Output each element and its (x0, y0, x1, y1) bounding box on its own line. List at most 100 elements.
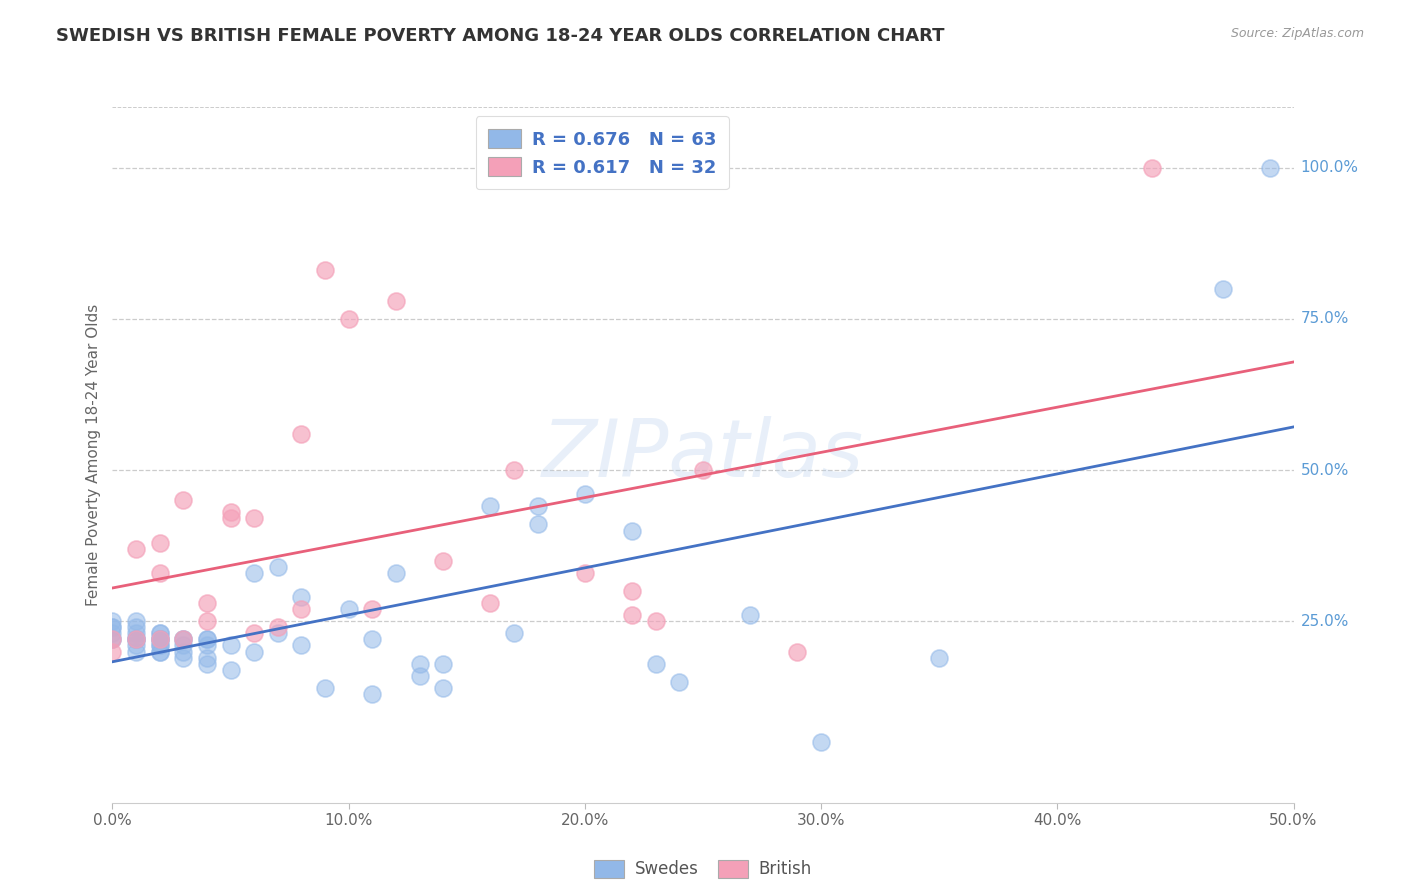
Point (101, 615, 124, 629)
Point (101, 620, 124, 634)
Point (621, 524, 644, 538)
Point (101, 644, 124, 658)
Point (125, 644, 148, 658)
Point (267, 559, 290, 574)
Point (408, 657, 430, 671)
Point (195, 632, 218, 647)
Point (243, 644, 266, 658)
Text: 50.0%: 50.0% (1301, 463, 1348, 477)
Point (101, 626, 124, 640)
Point (219, 511, 242, 525)
Point (195, 639, 218, 653)
Point (125, 541, 148, 556)
Point (149, 632, 172, 647)
Point (172, 632, 194, 647)
Point (125, 632, 148, 647)
Text: ZIPatlas: ZIPatlas (541, 416, 865, 494)
Point (314, 681, 336, 695)
Point (267, 626, 290, 640)
Point (172, 632, 194, 647)
Point (290, 639, 312, 653)
Text: Source: ZipAtlas.com: Source: ZipAtlas.com (1230, 27, 1364, 40)
Point (361, 687, 384, 701)
Point (314, 263, 336, 277)
Point (195, 615, 218, 629)
Point (149, 639, 172, 653)
Point (195, 657, 218, 671)
Point (243, 511, 266, 525)
Point (432, 681, 454, 695)
Point (125, 615, 148, 629)
Text: SWEDISH VS BRITISH FEMALE POVERTY AMONG 18-24 YEAR OLDS CORRELATION CHART: SWEDISH VS BRITISH FEMALE POVERTY AMONG … (56, 27, 945, 45)
Point (195, 632, 218, 647)
Text: 25.0%: 25.0% (1301, 614, 1348, 629)
Point (786, 644, 808, 658)
Point (172, 632, 194, 647)
Point (149, 626, 172, 640)
Point (503, 626, 526, 640)
Point (526, 517, 548, 532)
Point (290, 602, 312, 616)
Point (101, 620, 124, 634)
Point (219, 639, 242, 653)
Point (125, 632, 148, 647)
Point (479, 596, 502, 610)
Point (503, 463, 526, 477)
Point (172, 644, 194, 658)
Point (644, 615, 666, 629)
Point (928, 650, 950, 665)
Point (149, 644, 172, 658)
Point (243, 626, 266, 640)
Point (172, 650, 194, 665)
Point (1140, 161, 1163, 175)
Point (172, 639, 194, 653)
Text: 100.0%: 100.0% (1301, 160, 1358, 175)
Point (337, 602, 360, 616)
Point (149, 632, 172, 647)
Point (479, 500, 502, 514)
Point (125, 620, 148, 634)
Point (692, 463, 714, 477)
Point (432, 554, 454, 568)
Point (125, 639, 148, 653)
Point (290, 590, 312, 604)
Legend: Swedes, British: Swedes, British (588, 853, 818, 885)
Point (621, 584, 644, 599)
Point (149, 626, 172, 640)
Point (574, 566, 596, 580)
Point (149, 639, 172, 653)
Point (101, 632, 124, 647)
Point (408, 669, 430, 683)
Point (125, 632, 148, 647)
Point (361, 602, 384, 616)
Point (644, 657, 666, 671)
Point (361, 632, 384, 647)
Point (101, 632, 124, 647)
Point (621, 608, 644, 623)
Point (432, 657, 454, 671)
Point (149, 632, 172, 647)
Y-axis label: Female Poverty Among 18-24 Year Olds: Female Poverty Among 18-24 Year Olds (86, 304, 101, 606)
Point (574, 487, 596, 501)
Point (337, 311, 360, 326)
Point (740, 608, 762, 623)
Point (219, 663, 242, 677)
Point (1258, 161, 1281, 175)
Point (290, 426, 312, 441)
Point (125, 626, 148, 640)
Point (668, 674, 690, 689)
Point (243, 566, 266, 580)
Point (810, 735, 832, 749)
Point (219, 505, 242, 519)
Point (195, 650, 218, 665)
Point (101, 632, 124, 647)
Point (125, 632, 148, 647)
Point (149, 566, 172, 580)
Point (149, 632, 172, 647)
Point (149, 644, 172, 658)
Point (149, 535, 172, 549)
Point (385, 566, 408, 580)
Point (195, 596, 218, 610)
Point (1212, 281, 1234, 295)
Text: 75.0%: 75.0% (1301, 311, 1348, 326)
